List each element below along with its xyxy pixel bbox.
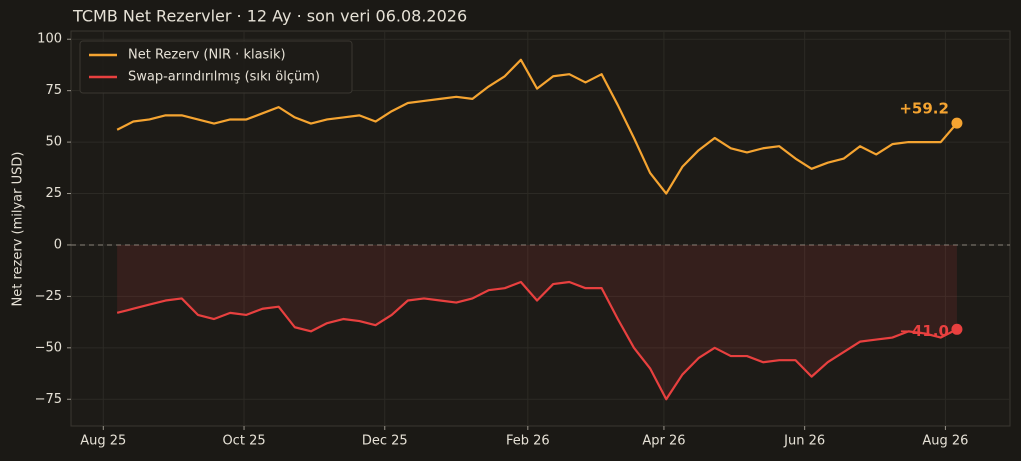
- legend-box: [79, 40, 353, 94]
- legend-label: Net Rezerv (NIR · klasik): [128, 48, 286, 63]
- x-tick-label: Dec 25: [362, 434, 408, 449]
- value-label: −41.0: [899, 322, 949, 340]
- y-tick-label: −50: [35, 340, 62, 355]
- legend-label: Swap-arındırılmış (sıkı ölçüm): [128, 70, 320, 85]
- y-tick-label: 50: [45, 135, 62, 150]
- fill-area: [117, 244, 957, 400]
- x-tick-label: Apr 26: [642, 434, 685, 449]
- y-tick-label: 25: [45, 186, 62, 201]
- chart-title: TCMB Net Rezervler · 12 Ay · son veri 06…: [72, 7, 467, 26]
- plot-area: [70, 30, 1011, 427]
- y-tick-label: 0: [54, 237, 62, 252]
- y-tick-label: 75: [45, 83, 62, 98]
- series-line: [116, 58, 958, 195]
- y-tick-label: 100: [37, 32, 62, 47]
- end-point: [951, 323, 963, 335]
- x-tick-label: Aug 25: [80, 434, 126, 449]
- y-tick-label: −25: [35, 289, 62, 304]
- x-tick-label: Feb 26: [506, 434, 550, 449]
- x-tick-label: Jun 26: [783, 434, 825, 449]
- series-line: [116, 280, 958, 401]
- value-label: +59.2: [899, 100, 949, 118]
- x-tick-label: Aug 26: [922, 434, 968, 449]
- y-axis-label: Net rezerv (milyar USD): [11, 152, 26, 307]
- x-tick-label: Oct 25: [222, 434, 265, 449]
- y-tick-label: −75: [35, 392, 62, 407]
- end-point: [951, 117, 963, 129]
